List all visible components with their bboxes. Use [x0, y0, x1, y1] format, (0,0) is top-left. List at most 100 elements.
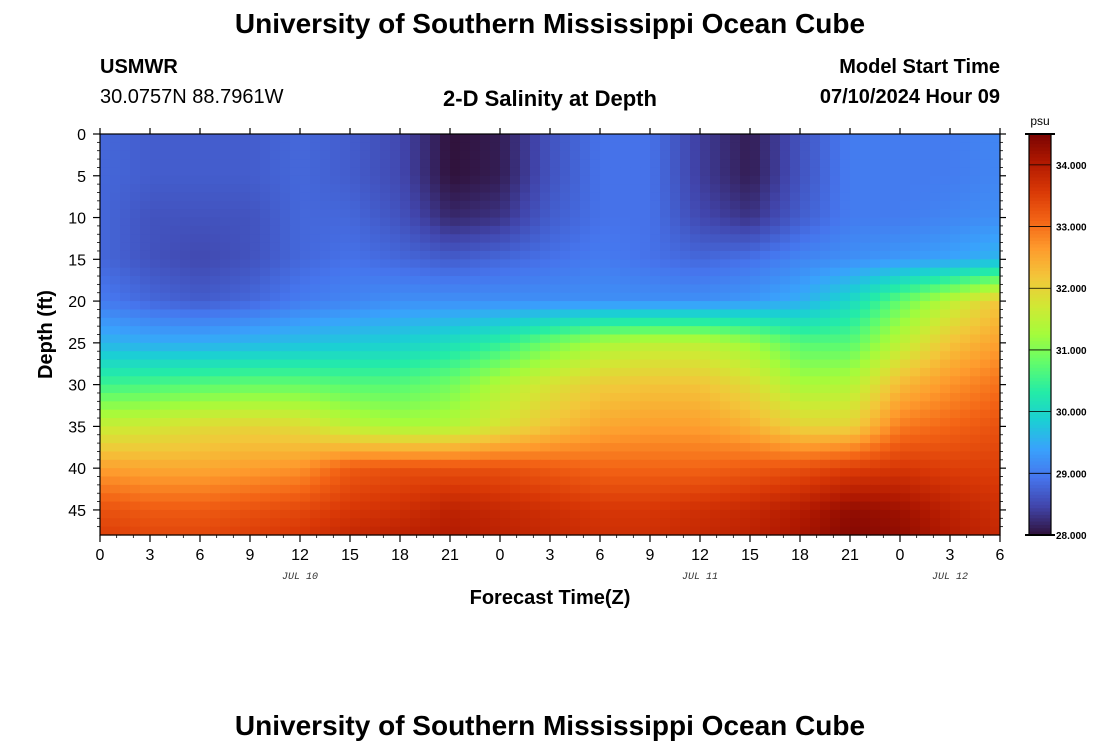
heatmap-cell	[960, 317, 971, 327]
heatmap-cell	[950, 284, 961, 294]
heatmap-cell	[460, 392, 471, 402]
heatmap-cell	[640, 267, 651, 277]
heatmap-cell	[790, 476, 801, 486]
heatmap-cell	[970, 309, 981, 319]
heatmap-cell	[300, 292, 311, 302]
colorbar-swatch	[1029, 167, 1051, 172]
heatmap-cell	[670, 367, 681, 377]
heatmap-cell	[450, 401, 461, 411]
heatmap-cell	[570, 225, 581, 235]
heatmap-cell	[750, 167, 761, 177]
heatmap-cell	[840, 317, 851, 327]
heatmap-cell	[410, 284, 421, 294]
heatmap-cell	[880, 392, 891, 402]
heatmap-cell	[300, 134, 311, 143]
heatmap-cell	[390, 225, 401, 235]
heatmap-cell	[690, 267, 701, 277]
heatmap-cell	[380, 451, 391, 461]
heatmap-cell	[130, 301, 141, 311]
heatmap-cell	[620, 484, 631, 494]
heatmap-cell	[770, 309, 781, 319]
heatmap-cell	[840, 493, 851, 503]
heatmap-cell	[590, 134, 601, 143]
heatmap-cell	[800, 468, 811, 478]
heatmap-cell	[520, 301, 531, 311]
heatmap-cell	[270, 451, 281, 461]
heatmap-cell	[610, 409, 621, 419]
heatmap-cell	[440, 142, 451, 152]
heatmap-cell	[570, 317, 581, 327]
heatmap-cell	[600, 242, 611, 252]
heatmap-cell	[970, 167, 981, 177]
heatmap-cell	[170, 367, 181, 377]
heatmap-cell	[290, 317, 301, 327]
heatmap-cell	[560, 342, 571, 352]
heatmap-cell	[110, 234, 121, 244]
heatmap-cell	[820, 409, 831, 419]
heatmap-cell	[100, 134, 111, 143]
heatmap-cell	[830, 526, 841, 536]
heatmap-cell	[750, 384, 761, 394]
heatmap-cell	[770, 184, 781, 194]
heatmap-cell	[390, 434, 401, 444]
heatmap-cell	[700, 351, 711, 361]
heatmap-cell	[340, 459, 351, 469]
colorbar-swatch	[1029, 387, 1051, 392]
heatmap-cell	[600, 334, 611, 344]
heatmap-cell	[560, 159, 571, 169]
heatmap-cell	[450, 384, 461, 394]
heatmap-cell	[270, 284, 281, 294]
heatmap-cell	[190, 392, 201, 402]
heatmap-cell	[320, 409, 331, 419]
heatmap-cell	[800, 242, 811, 252]
heatmap-cell	[710, 526, 721, 536]
heatmap-cell	[540, 284, 551, 294]
heatmap-cell	[660, 175, 671, 185]
heatmap-cell	[600, 367, 611, 377]
heatmap-cell	[830, 518, 841, 528]
heatmap-cell	[540, 509, 551, 519]
heatmap-cell	[800, 175, 811, 185]
heatmap-cell	[450, 301, 461, 311]
heatmap-cell	[490, 384, 501, 394]
heatmap-cell	[280, 342, 291, 352]
heatmap-cell	[920, 418, 931, 427]
heatmap-cell	[620, 284, 631, 294]
heatmap-cell	[200, 309, 211, 319]
heatmap-cell	[190, 526, 201, 536]
heatmap-cell	[300, 409, 311, 419]
heatmap-cell	[490, 159, 501, 169]
heatmap-cell	[640, 276, 651, 285]
heatmap-cell	[490, 175, 501, 185]
heatmap-cell	[560, 493, 571, 503]
heatmap-cell	[500, 225, 511, 235]
heatmap-cell	[400, 359, 411, 369]
heatmap-cell	[740, 134, 751, 143]
heatmap-cell	[610, 401, 621, 411]
heatmap-cell	[420, 326, 431, 336]
heatmap-cell	[950, 326, 961, 336]
colorbar-swatch	[1029, 321, 1051, 326]
heatmap-cell	[620, 359, 631, 369]
heatmap-cell	[670, 526, 681, 536]
heatmap-cell	[570, 401, 581, 411]
heatmap-cell	[530, 175, 541, 185]
heatmap-cell	[890, 434, 901, 444]
colorbar-swatch	[1029, 501, 1051, 506]
heatmap-cell	[330, 250, 341, 260]
heatmap-cell	[220, 509, 231, 519]
heatmap-cell	[480, 392, 491, 402]
heatmap-cell	[240, 384, 251, 394]
y-axis-label: Depth (ft)	[35, 290, 57, 379]
heatmap-cell	[950, 192, 961, 202]
heatmap-cell	[490, 259, 501, 269]
heatmap-cell	[640, 468, 651, 478]
heatmap-cell	[160, 342, 171, 352]
heatmap-cell	[410, 342, 421, 352]
heatmap-cell	[760, 359, 771, 369]
heatmap-cell	[340, 493, 351, 503]
heatmap-cell	[750, 192, 761, 202]
heatmap-cell	[100, 418, 111, 427]
colorbar-swatch	[1029, 491, 1051, 496]
heatmap-cell	[750, 434, 761, 444]
